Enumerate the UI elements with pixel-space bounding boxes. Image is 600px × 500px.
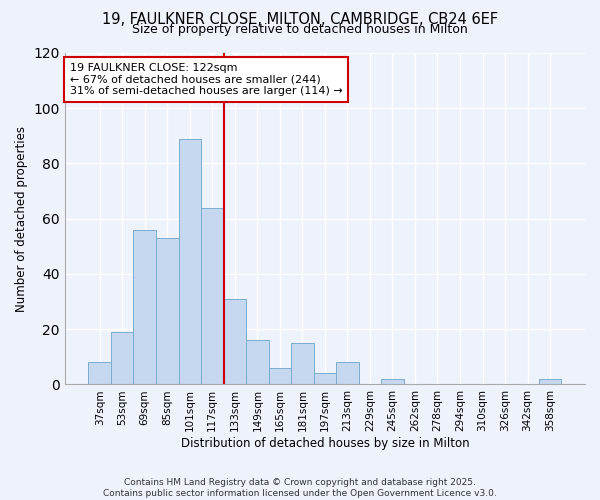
Text: Contains HM Land Registry data © Crown copyright and database right 2025.
Contai: Contains HM Land Registry data © Crown c… — [103, 478, 497, 498]
Bar — [539, 379, 562, 384]
Bar — [88, 362, 111, 384]
X-axis label: Distribution of detached houses by size in Milton: Distribution of detached houses by size … — [181, 437, 469, 450]
Bar — [314, 374, 336, 384]
Bar — [224, 299, 246, 384]
Bar — [201, 208, 224, 384]
Bar — [269, 368, 291, 384]
Y-axis label: Number of detached properties: Number of detached properties — [15, 126, 28, 312]
Bar — [179, 138, 201, 384]
Bar — [381, 379, 404, 384]
Text: Size of property relative to detached houses in Milton: Size of property relative to detached ho… — [132, 22, 468, 36]
Text: 19 FAULKNER CLOSE: 122sqm
← 67% of detached houses are smaller (244)
31% of semi: 19 FAULKNER CLOSE: 122sqm ← 67% of detac… — [70, 63, 343, 96]
Bar — [156, 238, 179, 384]
Bar — [336, 362, 359, 384]
Bar — [291, 343, 314, 384]
Bar — [111, 332, 133, 384]
Bar — [133, 230, 156, 384]
Text: 19, FAULKNER CLOSE, MILTON, CAMBRIDGE, CB24 6EF: 19, FAULKNER CLOSE, MILTON, CAMBRIDGE, C… — [102, 12, 498, 28]
Bar — [246, 340, 269, 384]
